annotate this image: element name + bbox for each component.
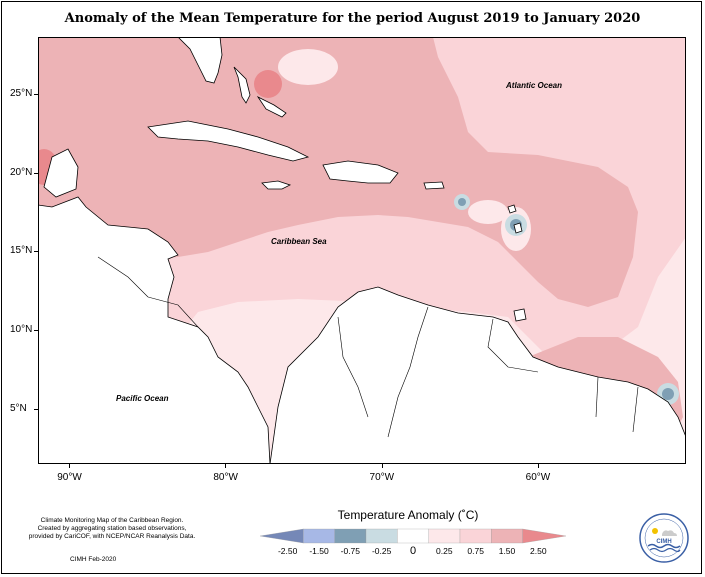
legend-tick-label: -0.75 — [341, 546, 361, 556]
border-1 — [337, 316, 369, 418]
landmasses — [38, 37, 686, 464]
x-tick-label: 60°W — [525, 472, 551, 483]
legend-tick-label: 0 — [410, 545, 416, 557]
x-tick-mark — [69, 464, 71, 468]
border-7 — [147, 296, 199, 328]
land-bahamas — [233, 66, 251, 104]
legend-tick-label: 2.50 — [530, 546, 547, 556]
y-tick-label: 25°N — [10, 87, 33, 99]
land-cuba — [147, 120, 310, 162]
border-4 — [595, 376, 599, 418]
border-6 — [97, 256, 149, 298]
y-tick-label: 20°N — [10, 166, 33, 178]
credits-line-3: provided by CariCOF, with NCEP/NCAR Rean… — [28, 533, 196, 540]
legend-swatch — [365, 528, 398, 544]
cimh-logo: CIMH — [639, 513, 689, 563]
legend-swatch — [522, 528, 567, 544]
legend-swatch — [428, 528, 461, 544]
map-title: Anomaly of the Mean Temperature for the … — [64, 11, 641, 26]
land-central-america — [38, 196, 271, 464]
legend-swatch — [259, 528, 304, 544]
anomaly-neutral-antilles — [468, 200, 508, 224]
land-guadeloupe — [507, 204, 517, 214]
country-borders — [97, 256, 639, 438]
border-5 — [632, 386, 639, 433]
land-jamaica — [261, 180, 292, 190]
y-tick-mark — [34, 330, 38, 332]
anomaly-neg-1 — [458, 198, 466, 206]
x-tick-mark — [381, 464, 383, 468]
border-3 — [487, 318, 539, 373]
land-florida — [177, 37, 223, 84]
border-2 — [387, 306, 429, 438]
legend-swatch — [491, 528, 523, 544]
y-tick-mark — [34, 251, 38, 253]
legend-swatch — [459, 528, 492, 544]
legend-tick-label: 1.50 — [499, 546, 516, 556]
wave-icon — [647, 543, 681, 549]
land-hispaniola — [322, 160, 399, 184]
y-tick-mark — [34, 93, 38, 95]
land-yucatan — [43, 148, 79, 198]
y-tick-label: 10°N — [10, 324, 33, 336]
y-tick-mark — [34, 172, 38, 174]
legend-tick-label: 0.25 — [436, 546, 453, 556]
cloud-icon — [662, 530, 677, 536]
legend-swatch — [303, 528, 335, 544]
x-tick-label: 70°W — [369, 472, 395, 483]
credits-text: Climate Monitoring Map of the Caribbean … — [22, 517, 202, 541]
legend-tick-label: -2.50 — [278, 546, 298, 556]
y-tick-mark — [34, 408, 38, 410]
land-south-america — [269, 286, 686, 464]
x-tick-mark — [537, 464, 539, 468]
x-tick-label: 80°W — [213, 472, 238, 483]
legend-swatch — [334, 528, 367, 544]
credits-line-1: Climate Monitoring Map of the Caribbean … — [40, 517, 184, 524]
color-legend: -2.50 -1.50 -0.75 -0.25 0 0.25 0.75 1.50 2.50 — [259, 528, 567, 557]
y-tick-label: 15°N — [10, 245, 33, 257]
credits-line-2: Created by aggregating station based obs… — [37, 525, 187, 532]
land-puerto-rico — [423, 181, 445, 190]
label-pacific-ocean: Pacific Ocean — [116, 394, 169, 403]
logo-text: CIMH — [656, 539, 671, 545]
y-tick-label: 5°N — [10, 402, 27, 414]
land-martinique — [513, 222, 523, 234]
anomaly-map — [38, 37, 686, 464]
legend-tick-label: -0.25 — [372, 546, 392, 556]
anomaly-neutral-bahamas — [278, 49, 338, 85]
land-trinidad — [513, 308, 527, 322]
x-tick-mark — [225, 464, 227, 468]
legend-tick-label: 0.75 — [467, 546, 484, 556]
x-tick-label: 90°W — [57, 472, 82, 483]
sun-icon — [652, 528, 658, 534]
land-bahamas-2 — [256, 95, 287, 118]
anomaly-neg-3 — [662, 388, 674, 400]
label-caribbean-sea: Caribbean Sea — [271, 237, 327, 246]
legend-swatch — [397, 528, 429, 544]
credits-date: CIMH Feb-2020 — [70, 556, 117, 563]
anomaly-hotspot-bahamas — [254, 70, 282, 98]
legend-title: Temperature Anomaly (˚C) — [337, 508, 479, 522]
map-border — [38, 37, 686, 464]
label-atlantic-ocean: Atlantic Ocean — [506, 81, 563, 90]
legend-tick-label: -1.50 — [309, 546, 329, 556]
